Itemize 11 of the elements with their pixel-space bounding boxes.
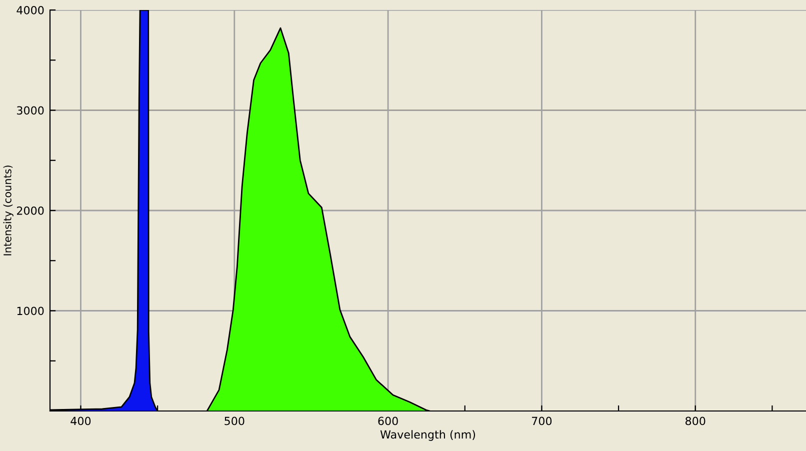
x-axis-title: Wavelength (nm) — [380, 430, 476, 441]
y-axis-title: Intensity (counts) — [3, 166, 14, 256]
x-tick-label: 800 — [686, 416, 706, 426]
y-tick-label: 3000 — [17, 106, 44, 115]
x-tick-label: 400 — [70, 416, 91, 426]
x-tick-label: 600 — [378, 416, 398, 426]
x-tick-label: 700 — [532, 416, 552, 426]
y-tick-label: 4000 — [16, 6, 44, 14]
y-tick-label: 1000 — [17, 306, 44, 316]
y-tick-label: 2000 — [16, 206, 44, 215]
x-tick-label: 500 — [224, 416, 244, 426]
